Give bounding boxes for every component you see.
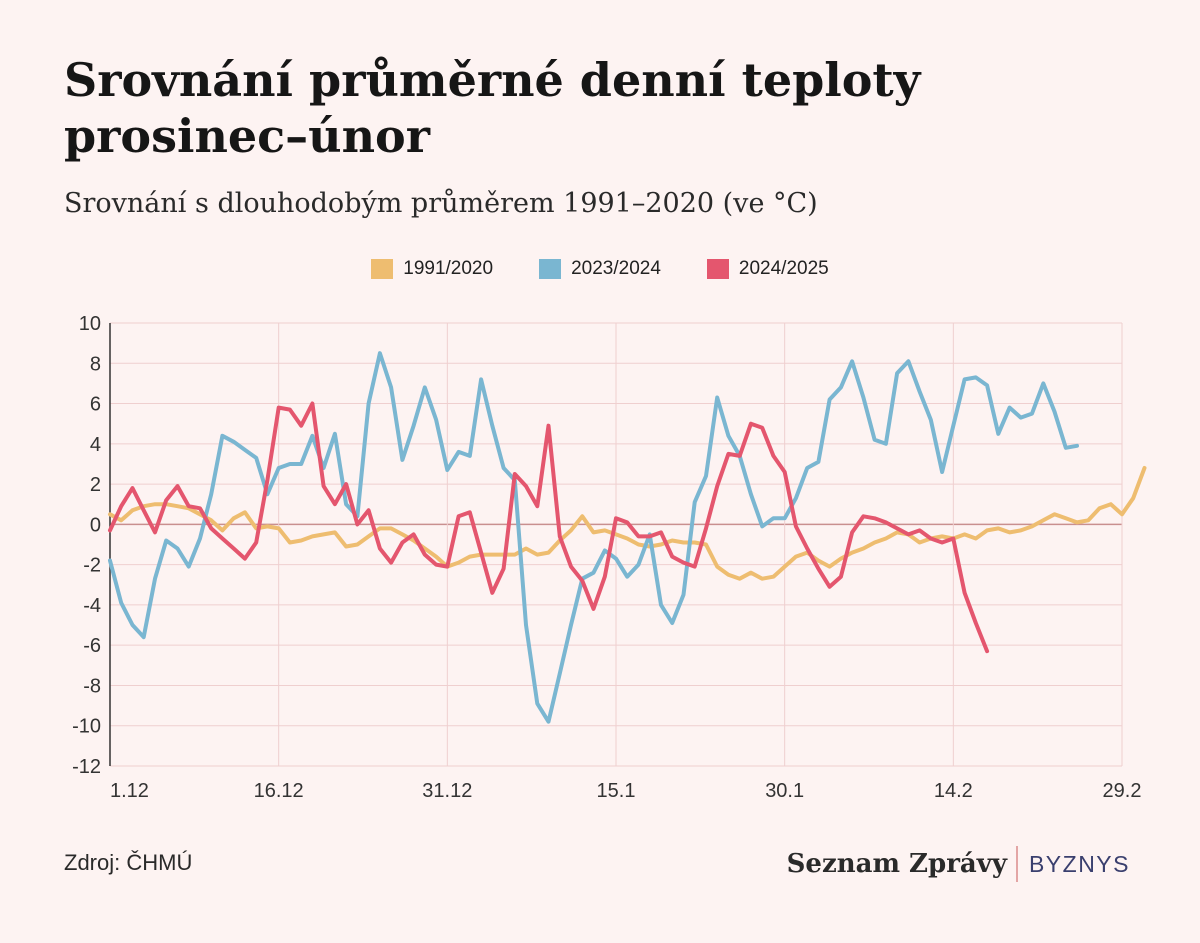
y-tick-label: -4	[83, 595, 101, 617]
y-tick-label: -10	[72, 716, 101, 738]
x-tick-label: 29.2	[1103, 780, 1142, 802]
x-tick-label: 14.2	[934, 780, 973, 802]
brand-logo: Seznam Zprávy BYZNYS	[787, 846, 1130, 882]
chart-title: Srovnání průměrné denní teploty prosinec…	[64, 53, 921, 163]
legend-swatch-1991-2020	[371, 259, 394, 279]
y-tick-label: 10	[79, 313, 101, 335]
legend-label-2023-2024: 2023/2024	[571, 258, 661, 279]
brand-section: BYZNYS	[1028, 850, 1130, 877]
y-tick-label: 0	[90, 514, 101, 536]
y-tick-label: 6	[90, 394, 101, 416]
legend-label-2024-2025: 2024/2025	[738, 258, 829, 279]
y-tick-label: -6	[83, 635, 101, 657]
y-tick-label: -12	[72, 756, 101, 778]
y-tick-label: 4	[90, 434, 101, 456]
y-tick-label: -8	[83, 675, 101, 697]
x-tick-label: 31.12	[422, 780, 472, 802]
brand-divider	[1015, 846, 1018, 882]
y-tick-label: -2	[83, 555, 101, 577]
x-tick-label: 30.1	[765, 780, 804, 802]
y-tick-label: 2	[90, 474, 101, 496]
legend-label-1991-2020: 1991/2020	[403, 258, 494, 279]
legend-item-2024-2025[interactable]: 2024/2025	[706, 258, 829, 280]
brand-name: Seznam Zprávy	[786, 849, 1007, 879]
legend-swatch-2024-2025	[706, 259, 729, 279]
x-tick-label: 16.12	[254, 780, 304, 802]
x-tick-label: 15.1	[597, 780, 636, 802]
series-line-2024-2025	[108, 401, 990, 654]
series-line-2023-2024	[108, 351, 1079, 724]
legend-swatch-2023-2024	[539, 259, 562, 279]
legend-item-2023-2024[interactable]: 2023/2024	[539, 258, 661, 280]
chart-subtitle: Srovnání s dlouhodobým průměrem 1991–202…	[64, 188, 818, 219]
series-line-1991-2020	[108, 466, 1147, 581]
legend: 1991/2020 2023/2024 2024/2025	[0, 258, 1200, 280]
x-tick-label: 1.12	[110, 780, 149, 802]
legend-item-1991-2020[interactable]: 1991/2020	[371, 258, 493, 280]
y-tick-label: 8	[90, 353, 101, 375]
source-note: Zdroj: ČHMÚ	[64, 850, 193, 875]
